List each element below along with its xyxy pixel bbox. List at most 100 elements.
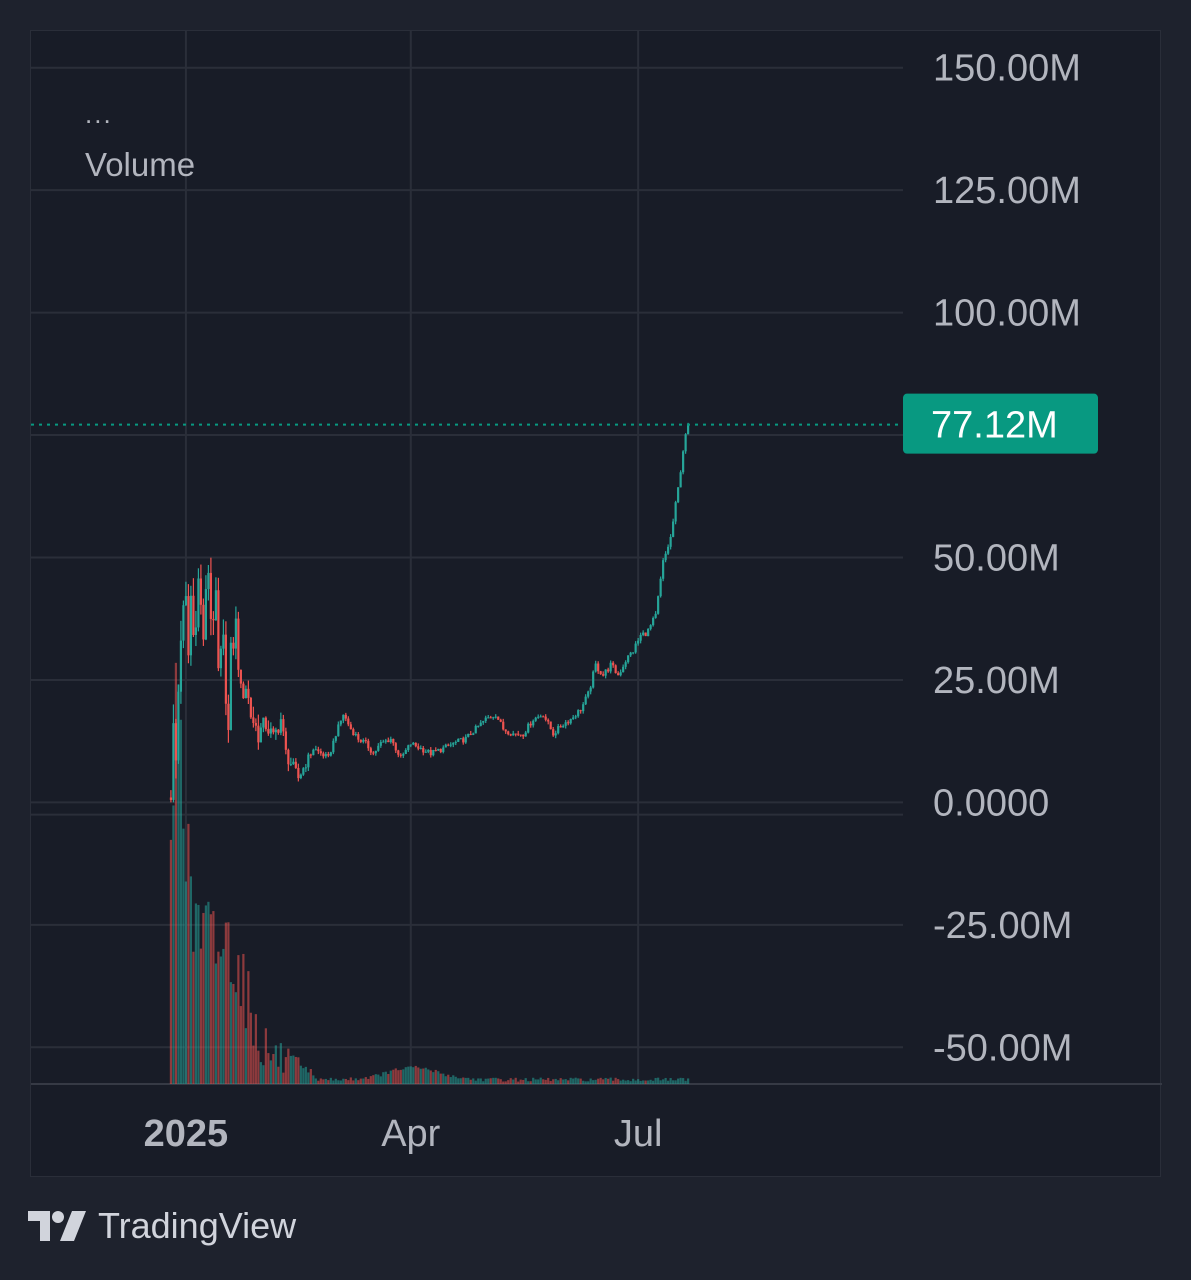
volume-bar [484, 1078, 487, 1084]
candle-body [532, 720, 535, 726]
candles[interactable] [169, 422, 690, 803]
volume-bar [517, 1081, 520, 1084]
candle-body [499, 719, 502, 722]
volume-bar [327, 1080, 330, 1084]
volume-bar [279, 1043, 282, 1084]
volume-bar [417, 1067, 420, 1084]
candle-body [649, 625, 652, 629]
candle-body [229, 642, 232, 730]
volume-bar [427, 1069, 430, 1084]
candle-body [262, 717, 265, 728]
volume-bar [212, 911, 215, 1084]
volume-bar [599, 1077, 602, 1084]
volume-bar [502, 1081, 505, 1084]
volume-bar [287, 1048, 290, 1084]
volume-bar [382, 1072, 385, 1084]
candle-body [604, 669, 607, 676]
volume-bar [219, 956, 222, 1084]
volume-bar [207, 901, 210, 1084]
volume-bar [377, 1074, 380, 1084]
candle-body [464, 736, 467, 743]
volume-bar [384, 1071, 387, 1084]
volume-bar [342, 1078, 345, 1084]
volume-bar [267, 1053, 270, 1084]
candle-body [537, 716, 540, 718]
volume-bar [634, 1080, 637, 1084]
volume-bar [492, 1077, 495, 1084]
candle-body [579, 710, 582, 712]
candle-body [337, 724, 340, 737]
chart-frame[interactable]: 77.12M 150.00M 125.00M 100.00M 50.00M 25.00M… [30, 30, 1162, 1178]
candle-body [379, 742, 382, 746]
candle-body [329, 752, 332, 756]
candle-body [367, 740, 370, 749]
chart-svg[interactable]: 77.12M 150.00M 125.00M 100.00M 50.00M 25.00M… [31, 31, 1162, 1178]
volume-bar [392, 1069, 395, 1084]
x-axis-labels: 2025 Apr Jul [144, 1113, 663, 1155]
candle-body [522, 734, 525, 737]
volume-bar [387, 1073, 390, 1084]
volume-bar [367, 1078, 370, 1084]
candle-body [362, 740, 365, 742]
candle-body [187, 596, 190, 656]
volume-bar [489, 1078, 492, 1084]
candle-body [587, 691, 590, 697]
volume-bar [289, 1055, 292, 1084]
candle-body [357, 734, 360, 740]
candle-body [477, 725, 480, 727]
volume-bar [199, 948, 203, 1084]
volume-bar [187, 823, 190, 1084]
volume-bar [284, 1057, 287, 1084]
candle-body [339, 720, 342, 725]
volume-bar [269, 1060, 272, 1084]
candle-body [482, 720, 485, 723]
tradingview-brand[interactable]: TradingView [28, 1205, 297, 1246]
candle-body [657, 596, 660, 614]
candle-body [474, 725, 477, 734]
candle-body [344, 714, 347, 719]
candle-body [584, 696, 587, 705]
y-axis-tick-label: 0.0000 [933, 782, 1049, 824]
candle-body [334, 736, 337, 741]
candle-body [404, 750, 407, 754]
y-axis-tick-label: 125.00M [933, 170, 1081, 212]
volume-bar [452, 1075, 455, 1084]
candle-body [352, 729, 355, 736]
brand-name: TradingView [98, 1205, 297, 1246]
y-axis-tick-label: 50.00M [933, 538, 1060, 580]
volume-bar [357, 1080, 360, 1084]
volume-bar [507, 1080, 510, 1084]
volume-bar [587, 1081, 590, 1084]
y-axis-labels: 150.00M 125.00M 100.00M 50.00M 25.00M 0.0000 -… [933, 48, 1081, 1070]
candle-body [242, 683, 245, 699]
volume-bar [362, 1078, 365, 1084]
candle-body [627, 655, 630, 663]
volume-bar [432, 1072, 435, 1084]
volume-bar [477, 1078, 480, 1084]
volume-bar [454, 1076, 457, 1084]
candle-body [614, 665, 617, 674]
volume-bar [592, 1080, 595, 1084]
candle-body [662, 560, 665, 579]
legend-menu-icon[interactable]: ... [85, 99, 113, 129]
volume-bar [272, 1054, 275, 1084]
candle-body [434, 750, 437, 752]
volume-bar [549, 1081, 552, 1084]
volume-bar [547, 1077, 550, 1084]
candle-body [192, 595, 195, 636]
volume-bar [639, 1080, 642, 1084]
candle-body [517, 733, 520, 735]
candle-body [534, 717, 537, 721]
volume-bar [409, 1066, 412, 1084]
volume-bar [247, 971, 250, 1084]
volume-bar [274, 1045, 277, 1084]
candle-body [317, 749, 320, 752]
volume-bar [339, 1080, 342, 1084]
volume-bar [317, 1080, 320, 1084]
candle-body [667, 546, 670, 554]
candle-body [332, 740, 335, 753]
candle-body [327, 754, 330, 756]
volume-bar [602, 1079, 605, 1084]
candle-body [549, 721, 552, 730]
volume-bar [322, 1079, 325, 1084]
